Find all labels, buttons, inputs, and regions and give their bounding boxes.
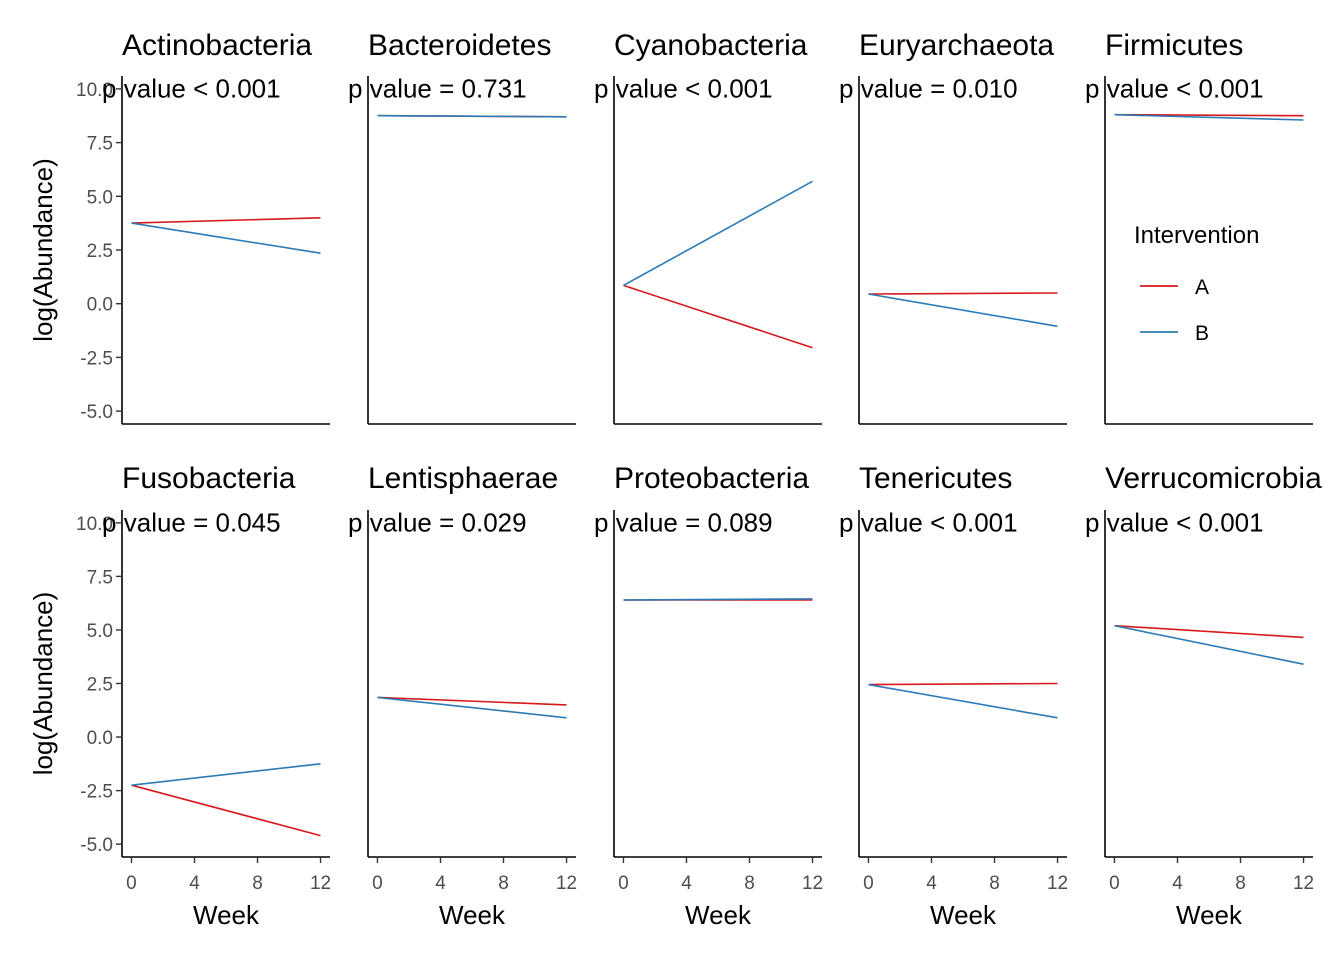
p-value-label: p value = 0.045 [102,507,281,537]
p-value-label: p value < 0.001 [1085,73,1264,103]
facet-panel: Bacteroidetes p value = 0.731 [348,29,576,425]
p-value-label: p value = 0.010 [839,73,1018,103]
series-line-b [377,114,567,118]
facet-panel: Verrucomicrobia 0 4 8 12 Week p value < 0.001 [1085,462,1322,930]
x-tick-label: 0 [1109,873,1120,894]
x-tick-label: 4 [435,873,446,894]
p-value-label: p value = 0.029 [348,507,527,537]
p-value-label: p value = 0.089 [594,507,773,537]
y-tick-label: 0.0 [87,295,113,316]
x-tick-label: 0 [126,873,137,894]
series-line-a [868,682,1058,686]
series-line-a [868,292,1058,295]
x-tick-label: 4 [926,873,937,894]
p-value-label: p value < 0.001 [1085,507,1264,537]
x-tick-label: 4 [1172,873,1183,894]
x-tick-label: 8 [744,873,755,894]
series-line-a [377,696,567,706]
y-tick-label: -2.5 [80,782,113,803]
y-tick-label: 5.0 [87,187,113,208]
series-line-b [377,696,567,719]
y-tick-label: -5.0 [80,402,113,423]
facet-panel: Lentisphaerae 0 4 8 12 Week p value = 0.029 [348,462,577,930]
series-line-a [623,284,813,349]
panel-title: Bacteroidetes [368,29,551,62]
y-tick-label: 10.0 [76,80,113,101]
p-value-label: p value = 0.731 [348,73,527,103]
x-axis-title: Week [439,900,506,930]
series-line-b [131,222,321,254]
y-tick-label: 5.0 [87,621,113,642]
x-tick-label: 4 [681,873,692,894]
y-axis-title: log(Abundance) [28,158,58,342]
legend-title: Intervention [1134,222,1259,249]
y-axis-title: log(Abundance) [28,592,58,776]
series-line-b [1114,113,1304,121]
legend: Intervention AB [1134,222,1259,345]
x-tick-label: 12 [310,873,331,894]
panel-title: Proteobacteria [614,462,809,495]
facet-panel: Cyanobacteria p value < 0.001 [594,29,822,425]
facet-panel: Fusobacteria -5.0 -2.5 0.0 2.5 5.0 7.5 10.0 log(… [28,462,331,930]
x-tick-label: 0 [372,873,383,894]
facet-panel: Actinobacteria -5.0 -2.5 0.0 2.5 5.0 7.5 10.0 lo… [28,29,330,425]
y-tick-label: 7.5 [87,567,113,588]
x-tick-label: 12 [802,873,823,894]
p-value-label: p value < 0.001 [102,73,281,103]
series-line-b [868,293,1058,328]
y-tick-label: 2.5 [87,241,113,262]
x-tick-label: 8 [1235,873,1246,894]
x-tick-label: 8 [498,873,509,894]
x-axis-title: Week [930,900,997,930]
y-tick-label: 7.5 [87,134,113,155]
x-tick-label: 0 [618,873,629,894]
panel-title: Verrucomicrobia [1105,462,1322,495]
x-tick-label: 8 [989,873,1000,894]
x-tick-label: 12 [1047,873,1068,894]
legend-label-b: B [1195,322,1209,345]
series-line-b [1114,624,1304,665]
series-line-b [623,598,813,601]
facet-panel: Proteobacteria 0 4 8 12 Week p value = 0.089 [594,462,823,930]
y-tick-label: 2.5 [87,675,113,696]
x-tick-label: 12 [556,873,577,894]
x-axis-title: Week [1176,900,1243,930]
panel-title: Cyanobacteria [614,29,808,62]
panel-title: Actinobacteria [122,29,312,62]
x-tick-label: 8 [252,873,263,894]
facet-panel: Firmicutes p value < 0.001 [1085,29,1313,425]
y-tick-label: -5.0 [80,835,113,856]
x-axis-title: Week [193,900,260,930]
y-tick-label: 10.0 [76,514,113,535]
p-value-label: p value < 0.001 [839,507,1018,537]
series-line-b [623,180,813,287]
p-value-label: p value < 0.001 [594,73,773,103]
x-tick-label: 0 [863,873,874,894]
series-line-a [131,784,321,837]
x-axis-title: Week [685,900,752,930]
series-line-b [868,683,1058,719]
panel-title: Tenericutes [859,462,1012,495]
y-tick-label: -2.5 [80,348,113,369]
y-tick-label: 0.0 [87,728,113,749]
x-tick-label: 12 [1293,873,1314,894]
facet-panel: Euryarchaeota p value = 0.010 [839,29,1067,425]
panel-title: Lentisphaerae [368,462,558,495]
x-tick-label: 4 [189,873,200,894]
panel-title: Fusobacteria [122,462,296,495]
series-line-a [131,217,321,224]
legend-label-a: A [1195,276,1209,299]
series-line-b [131,763,321,786]
panel-title: Euryarchaeota [859,29,1054,62]
facet-panel: Tenericutes 0 4 8 12 Week p value < 0.001 [839,462,1068,930]
series-line-a [1114,624,1304,639]
panel-title: Firmicutes [1105,29,1243,62]
